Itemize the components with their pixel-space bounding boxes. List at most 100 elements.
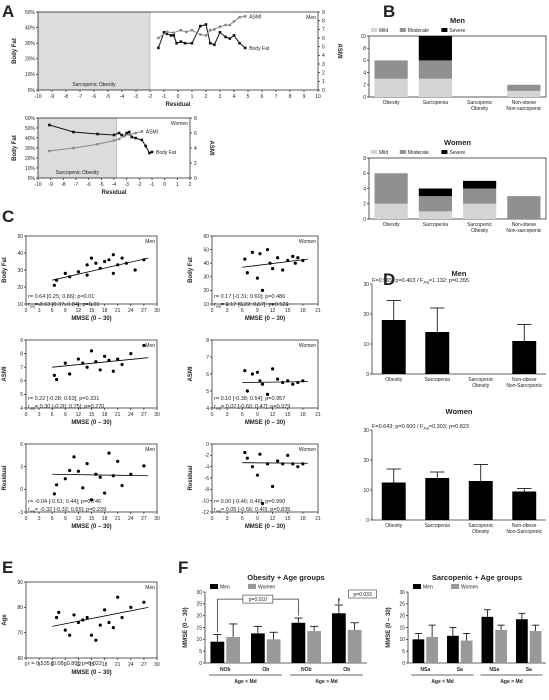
- x-tick-label: 15: [285, 516, 291, 522]
- plot-frame: [25, 581, 158, 659]
- y-tick-label: 0: [402, 661, 405, 667]
- y2-tick-label: 4: [194, 146, 197, 152]
- x-tick-label: 18: [300, 412, 306, 418]
- legend-label: Men: [220, 585, 230, 591]
- x-tick-label: -6: [86, 182, 91, 188]
- data-point: [89, 256, 94, 260]
- legend-label: Severe: [449, 28, 465, 34]
- y-tick-label: 0: [366, 518, 369, 524]
- y-tick-label: 0: [20, 487, 23, 493]
- y2-tick-label: 6: [322, 36, 325, 42]
- y-tick-label: 4: [20, 406, 23, 412]
- data-point: [103, 259, 107, 264]
- x-tick-label: -1: [150, 182, 155, 188]
- bar-segment: [507, 84, 541, 91]
- data-point: [96, 132, 99, 136]
- chart-title: Women: [299, 343, 316, 349]
- y-tick-label: 10%: [25, 166, 36, 172]
- category-label: Non-sarcopenic: [506, 228, 542, 234]
- regression-line: [52, 473, 149, 477]
- data-point: [245, 389, 249, 393]
- regression-line: [52, 257, 149, 281]
- x-tick-label: -9: [48, 182, 53, 188]
- chart-title: Men: [145, 239, 155, 245]
- x-tick-label: 6: [51, 412, 54, 418]
- data-point: [291, 382, 295, 386]
- y-tick-label: 80: [17, 605, 23, 611]
- data-point: [232, 34, 236, 37]
- group-label: Age < Md: [431, 679, 453, 685]
- data-point: [144, 144, 147, 148]
- x-tick-label: 30: [154, 412, 160, 418]
- category-label: Obesity: [471, 228, 488, 234]
- x-tick-label: 30: [154, 516, 160, 522]
- y-tick-label: 4: [206, 406, 209, 412]
- x-tick-label: 9: [256, 516, 259, 522]
- x-tick-label: 1: [191, 94, 194, 100]
- stats-text: r= 0.00 [-0.46; 0.46]; p=0.990: [214, 499, 285, 505]
- legend-label: Women: [258, 585, 275, 591]
- data-point: [103, 354, 107, 358]
- x-tick-label: 15: [89, 308, 95, 314]
- y-tick-label: -3: [19, 510, 24, 516]
- data-point: [148, 151, 151, 155]
- regression-line: [52, 357, 149, 368]
- data-point: [117, 131, 121, 135]
- data-point: [112, 133, 116, 137]
- annotation-box: [242, 594, 274, 604]
- x-tick-label: 12: [76, 516, 82, 522]
- x-tick-label: 1: [176, 182, 179, 188]
- data-point: [255, 370, 260, 374]
- chart-title: Obesity + Age groups: [247, 573, 324, 582]
- data-point: [54, 615, 59, 620]
- data-point: [142, 464, 146, 468]
- chart-title: Men: [306, 15, 316, 21]
- sarcopenic-obesity-region: [37, 117, 117, 179]
- data-point: [134, 136, 137, 140]
- y-tick-label: 40: [203, 261, 209, 267]
- x-tick-label: -7: [74, 182, 79, 188]
- x-tick-label: -2: [137, 182, 142, 188]
- y-tick-label: 6: [20, 442, 23, 448]
- y2-tick-label: 0: [322, 88, 325, 94]
- x-tick-label: 15: [89, 412, 95, 418]
- annotation-box: [348, 589, 377, 599]
- y-axis-label: MMSE (0 – 30): [183, 607, 189, 647]
- stats-text-adj: radj= 0.07 [-0.60; 0.47]; p=0.979: [214, 404, 290, 411]
- category-label: Sarcopenic: [468, 523, 494, 529]
- x-axis-label: Residual: [165, 102, 190, 108]
- x-tick-label: -3: [134, 94, 139, 100]
- category-label: Non-obese: [512, 377, 537, 383]
- stats-text-adj: radj= 0.05 [-0.66; 0.40]; p=0.835: [214, 507, 290, 514]
- legend-swatch-men: [210, 584, 218, 589]
- series-line-asmi: [158, 15, 246, 39]
- category-label: NSa: [420, 667, 430, 673]
- category-label: Non-obese: [512, 100, 537, 106]
- legend-label: Moderate: [408, 28, 429, 34]
- data-point: [276, 459, 280, 463]
- y-tick-label: 8: [20, 351, 23, 357]
- x-tick-label: 12: [76, 662, 82, 668]
- data-point: [250, 250, 254, 254]
- data-point: [172, 34, 176, 37]
- x-tick-label: 0: [25, 662, 28, 668]
- y-tick-label: 7: [206, 355, 209, 361]
- y-tick-label: 50: [203, 247, 209, 253]
- x-tick-label: -2: [148, 94, 153, 100]
- bar-men: [250, 633, 265, 663]
- y-axis-label: ASMI: [188, 366, 194, 381]
- data-point: [103, 491, 107, 495]
- x-axis-label: MMSE (0 – 30): [245, 524, 285, 530]
- y-tick-label: 8: [206, 338, 209, 344]
- y-tick-label: 30: [363, 282, 369, 288]
- category-label: Non-Sarcopenic: [506, 383, 542, 389]
- y-tick-label: 0: [363, 95, 366, 101]
- y-tick-label: 30: [363, 428, 369, 434]
- x-tick-label: 9: [64, 308, 67, 314]
- y-axis-label: Residual: [188, 465, 194, 490]
- data-point: [52, 373, 56, 377]
- data-point: [260, 501, 265, 506]
- y-tick-label: 50: [17, 234, 23, 240]
- data-point: [250, 465, 254, 469]
- data-point: [54, 483, 59, 487]
